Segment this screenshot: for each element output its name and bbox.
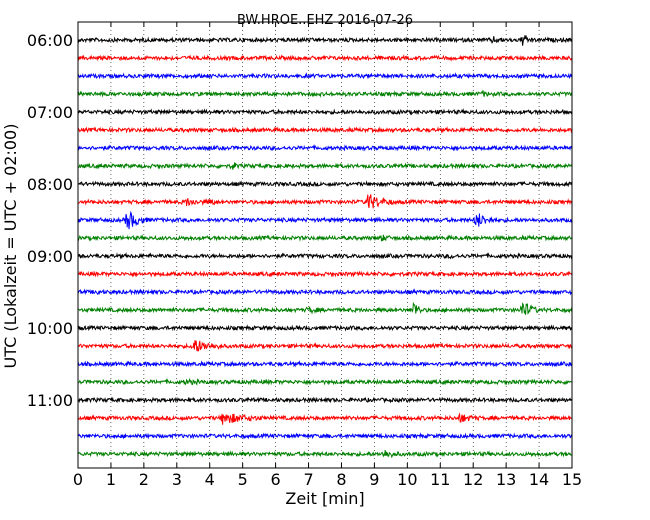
y-tick-label: 10:00 (27, 319, 73, 338)
trace-1100 (77, 396, 573, 404)
trace-0800 (77, 180, 573, 188)
chart-title: BW.HROE..EHZ 2016-07-26 (237, 13, 413, 28)
trace-0615 (77, 53, 573, 62)
trace-1015 (77, 340, 573, 352)
x-tick-label: 9 (369, 470, 379, 489)
trace-1030 (77, 360, 573, 368)
x-axis-label: Zeit [min] (285, 489, 364, 508)
trace-0930 (77, 288, 573, 296)
x-tick-label: 8 (336, 470, 346, 489)
trace-0715 (77, 126, 573, 134)
x-tick-label: 12 (463, 470, 483, 489)
trace-0600 (77, 34, 573, 46)
ticks-layer: 0 1 2 3 4 5 6 7 8 9 10 11 12 13 14 1506:0007:0008:0009:… (27, 22, 582, 489)
x-tick-label: 1 (106, 470, 116, 489)
y-tick-label: 11:00 (27, 391, 73, 410)
trace-0730 (77, 144, 573, 152)
trace-0700 (77, 108, 573, 116)
trace-0915 (77, 270, 573, 278)
trace-0745 (77, 162, 573, 170)
trace-0645 (77, 90, 573, 98)
x-tick-label: 7 (303, 470, 313, 489)
x-tick-label: 3 (172, 470, 182, 489)
y-axis-label: UTC (Lokalzeit = UTC + 02:00) (1, 124, 20, 369)
x-tick-label: 6 (271, 470, 281, 489)
y-tick-label: 08:00 (27, 175, 73, 194)
x-tick-label: 2 (139, 470, 149, 489)
trace-0845 (77, 234, 573, 242)
trace-0900 (77, 252, 573, 260)
x-tick-label: 11 (430, 470, 450, 489)
x-tick-label: 13 (496, 470, 516, 489)
x-tick-label: 4 (205, 470, 215, 489)
x-tick-label: 15 (562, 470, 582, 489)
x-tick-label: 14 (529, 470, 549, 489)
trace-1000 (77, 324, 573, 332)
y-tick-label: 06:00 (27, 31, 73, 50)
trace-1130 (78, 432, 573, 440)
trace-1045 (77, 377, 573, 386)
trace-0630 (77, 72, 573, 80)
x-tick-label: 5 (238, 470, 248, 489)
trace-1115 (77, 412, 573, 425)
plot-frame (77, 21, 573, 469)
trace-1145 (77, 449, 573, 459)
trace-0945 (77, 301, 573, 315)
x-tick-label: 10 (397, 470, 417, 489)
traces-layer (77, 34, 573, 459)
y-tick-label: 07:00 (27, 103, 73, 122)
trace-0815 (77, 194, 573, 209)
x-tick-label: 0 (73, 470, 83, 489)
trace-0830 (77, 210, 573, 230)
y-tick-label: 09:00 (27, 247, 73, 266)
